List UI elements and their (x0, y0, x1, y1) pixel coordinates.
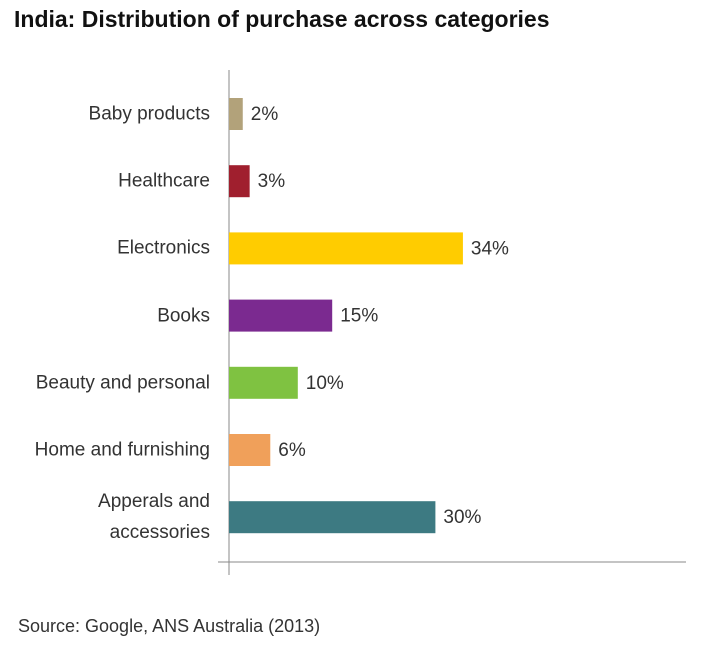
category-label: Healthcare (118, 170, 210, 192)
category-label: Beauty and personal (35, 372, 210, 394)
bar (229, 232, 463, 265)
value-label: 15% (340, 306, 378, 327)
bar (229, 299, 333, 332)
bar (229, 366, 298, 399)
value-label: 6% (278, 440, 306, 461)
value-label: 34% (471, 238, 509, 259)
bar (229, 98, 243, 130)
bar (229, 165, 250, 198)
category-label: Electronics (117, 237, 210, 259)
category-label: Baby products (88, 103, 210, 125)
bar (229, 434, 271, 466)
value-label: 10% (306, 373, 344, 394)
category-label: Apperals and accessories (98, 491, 210, 544)
bar (229, 501, 436, 534)
chart-title: India: Distribution of purchase across c… (14, 6, 550, 32)
value-label: 3% (258, 171, 286, 192)
value-label: 2% (251, 104, 279, 125)
value-label: 30% (443, 507, 481, 528)
category-label: Home and furnishing (34, 439, 210, 461)
source-note: Source: Google, ANS Australia (2013) (18, 616, 321, 636)
category-label: Books (157, 305, 210, 327)
